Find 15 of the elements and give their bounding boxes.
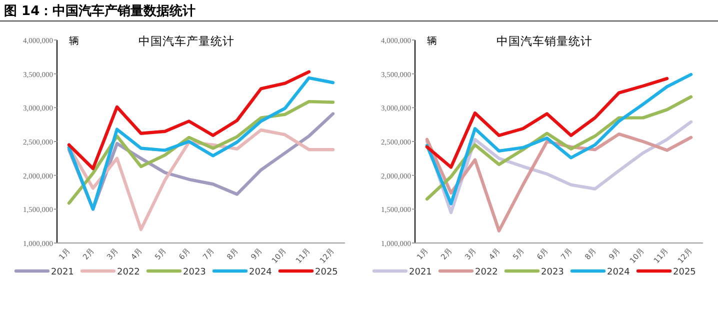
legend-label: 2025 — [315, 268, 338, 278]
caption: 图 14：中国汽车产销量数据统计 — [4, 3, 196, 19]
legend-label: 2021 — [51, 268, 74, 278]
legend-label: 2023 — [541, 268, 564, 278]
legend-label: 2021 — [409, 268, 432, 278]
chart-title: 中国汽车销量统计 — [496, 34, 593, 48]
legend-label: 2022 — [117, 268, 140, 278]
y-axis-title: 辆 — [69, 35, 79, 47]
legend-label: 2024 — [607, 268, 630, 278]
legend-label: 2024 — [249, 268, 272, 278]
legend-label: 2023 — [183, 268, 206, 278]
y-axis-title: 辆 — [427, 35, 437, 47]
legend-label: 2022 — [475, 268, 498, 278]
chart-title: 中国汽车产量统计 — [138, 34, 235, 48]
legend-label: 2025 — [673, 268, 696, 278]
